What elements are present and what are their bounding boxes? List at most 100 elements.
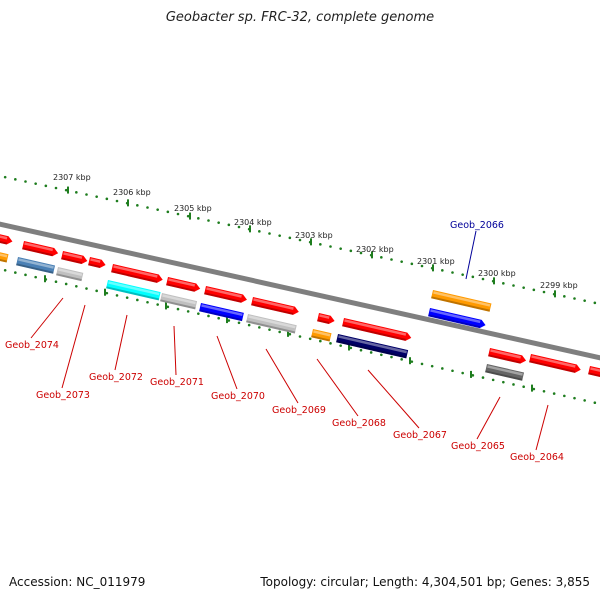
gene-shadow <box>88 263 101 268</box>
scale-dot <box>278 330 281 334</box>
scale-dot <box>217 316 220 320</box>
gene-block <box>199 303 244 322</box>
gene-highlight <box>63 252 83 259</box>
scale-dot <box>390 258 393 261</box>
gene-body <box>61 251 88 264</box>
scale-dot <box>420 362 424 366</box>
gene-shadow <box>588 372 600 378</box>
scale-dot <box>217 221 220 224</box>
gene-shadow <box>246 320 296 334</box>
scale-dot <box>105 197 109 201</box>
scale-dot <box>339 247 342 250</box>
gene-block <box>204 286 247 303</box>
genome-backbone <box>0 221 600 361</box>
scale-dot <box>308 337 312 341</box>
scale-dot <box>319 243 322 246</box>
gene-body <box>529 354 581 373</box>
scale-dot <box>197 312 200 315</box>
gene-shadow <box>336 340 407 359</box>
scale-dot <box>593 401 597 405</box>
scale-dot <box>227 319 231 322</box>
scale-dot <box>24 273 27 277</box>
scale-dot <box>349 249 353 253</box>
gene-body <box>16 257 56 274</box>
scale-dot <box>186 310 190 313</box>
scale-dot <box>583 399 586 402</box>
gene-shadow <box>317 319 330 324</box>
scale-label: 2307 kbp <box>53 173 91 182</box>
gene-label: Geob_2071 <box>150 377 204 388</box>
scale-dot <box>410 262 414 266</box>
gene-block <box>56 267 84 282</box>
scale-dot <box>24 180 27 183</box>
gene-shadow <box>160 299 196 310</box>
gene-shadow <box>56 273 82 282</box>
scale-dot <box>258 326 261 329</box>
scale-dot <box>512 383 515 386</box>
scale-dot <box>400 358 403 361</box>
gene-body <box>251 297 299 315</box>
scale-dot <box>34 182 37 185</box>
gene-block <box>588 366 600 378</box>
gene-highlight <box>590 367 600 373</box>
gene-block <box>0 250 9 263</box>
gene-block <box>428 308 486 329</box>
gene-highlight <box>162 294 196 305</box>
gene-body <box>199 303 244 322</box>
genome-summary-text: Topology: circular; Length: 4,304,501 bp… <box>260 575 590 589</box>
scale-dot <box>420 264 424 268</box>
scale-dot <box>44 184 48 188</box>
scale-dot <box>75 191 78 194</box>
gene-block <box>111 264 163 283</box>
gene-block <box>317 313 335 324</box>
scale-dot <box>288 332 292 336</box>
scale-dot <box>64 188 68 192</box>
gene-body <box>22 241 59 257</box>
scale-dot <box>451 369 454 373</box>
gene-block <box>22 241 59 257</box>
label-leader-line <box>61 304 86 389</box>
gene-highlight <box>248 315 296 329</box>
scale-dot <box>136 204 139 207</box>
gene-shadow <box>166 283 195 292</box>
gene-block <box>16 257 56 274</box>
scale-dot <box>14 271 17 274</box>
scale-dot <box>268 328 271 331</box>
accession-text: Accession: NC_011979 <box>9 575 146 589</box>
scale-dot <box>481 376 485 379</box>
scale-dot <box>34 275 37 279</box>
gene-highlight <box>108 281 160 296</box>
scale-dot <box>329 245 332 248</box>
gene-block <box>431 290 492 312</box>
scale-dot <box>54 186 58 190</box>
gene-label: Geob_2069 <box>272 405 326 416</box>
gene-body <box>88 257 106 268</box>
gene-highlight <box>253 298 294 310</box>
gene-label: Geob_2074 <box>5 340 59 351</box>
scale-dot <box>166 305 170 309</box>
gene-highlight <box>24 242 54 252</box>
scale-label: 2299 kbp <box>540 281 578 290</box>
gene-body <box>311 329 332 342</box>
gene-shadow <box>0 256 8 263</box>
scale-dot <box>278 234 281 237</box>
scale-dot <box>319 339 322 343</box>
label-leader-line <box>535 404 549 451</box>
scale-dot <box>359 348 363 352</box>
scale-dot <box>593 301 597 305</box>
scale-dot <box>237 321 241 325</box>
gene-shadow <box>199 309 243 322</box>
gene-label: Geob_2065 <box>451 441 505 452</box>
scale-dot <box>441 367 444 370</box>
gene-highlight <box>338 335 407 354</box>
scale-dot <box>3 175 7 179</box>
scale-dot <box>95 289 98 293</box>
gene-highlight <box>90 258 101 263</box>
gene-highlight <box>313 330 331 337</box>
scale-label: 2304 kbp <box>234 218 272 227</box>
gene-body <box>336 334 409 359</box>
gene-label: Geob_2067 <box>393 430 447 441</box>
gene-body <box>111 264 163 283</box>
scale-dot <box>471 275 475 279</box>
